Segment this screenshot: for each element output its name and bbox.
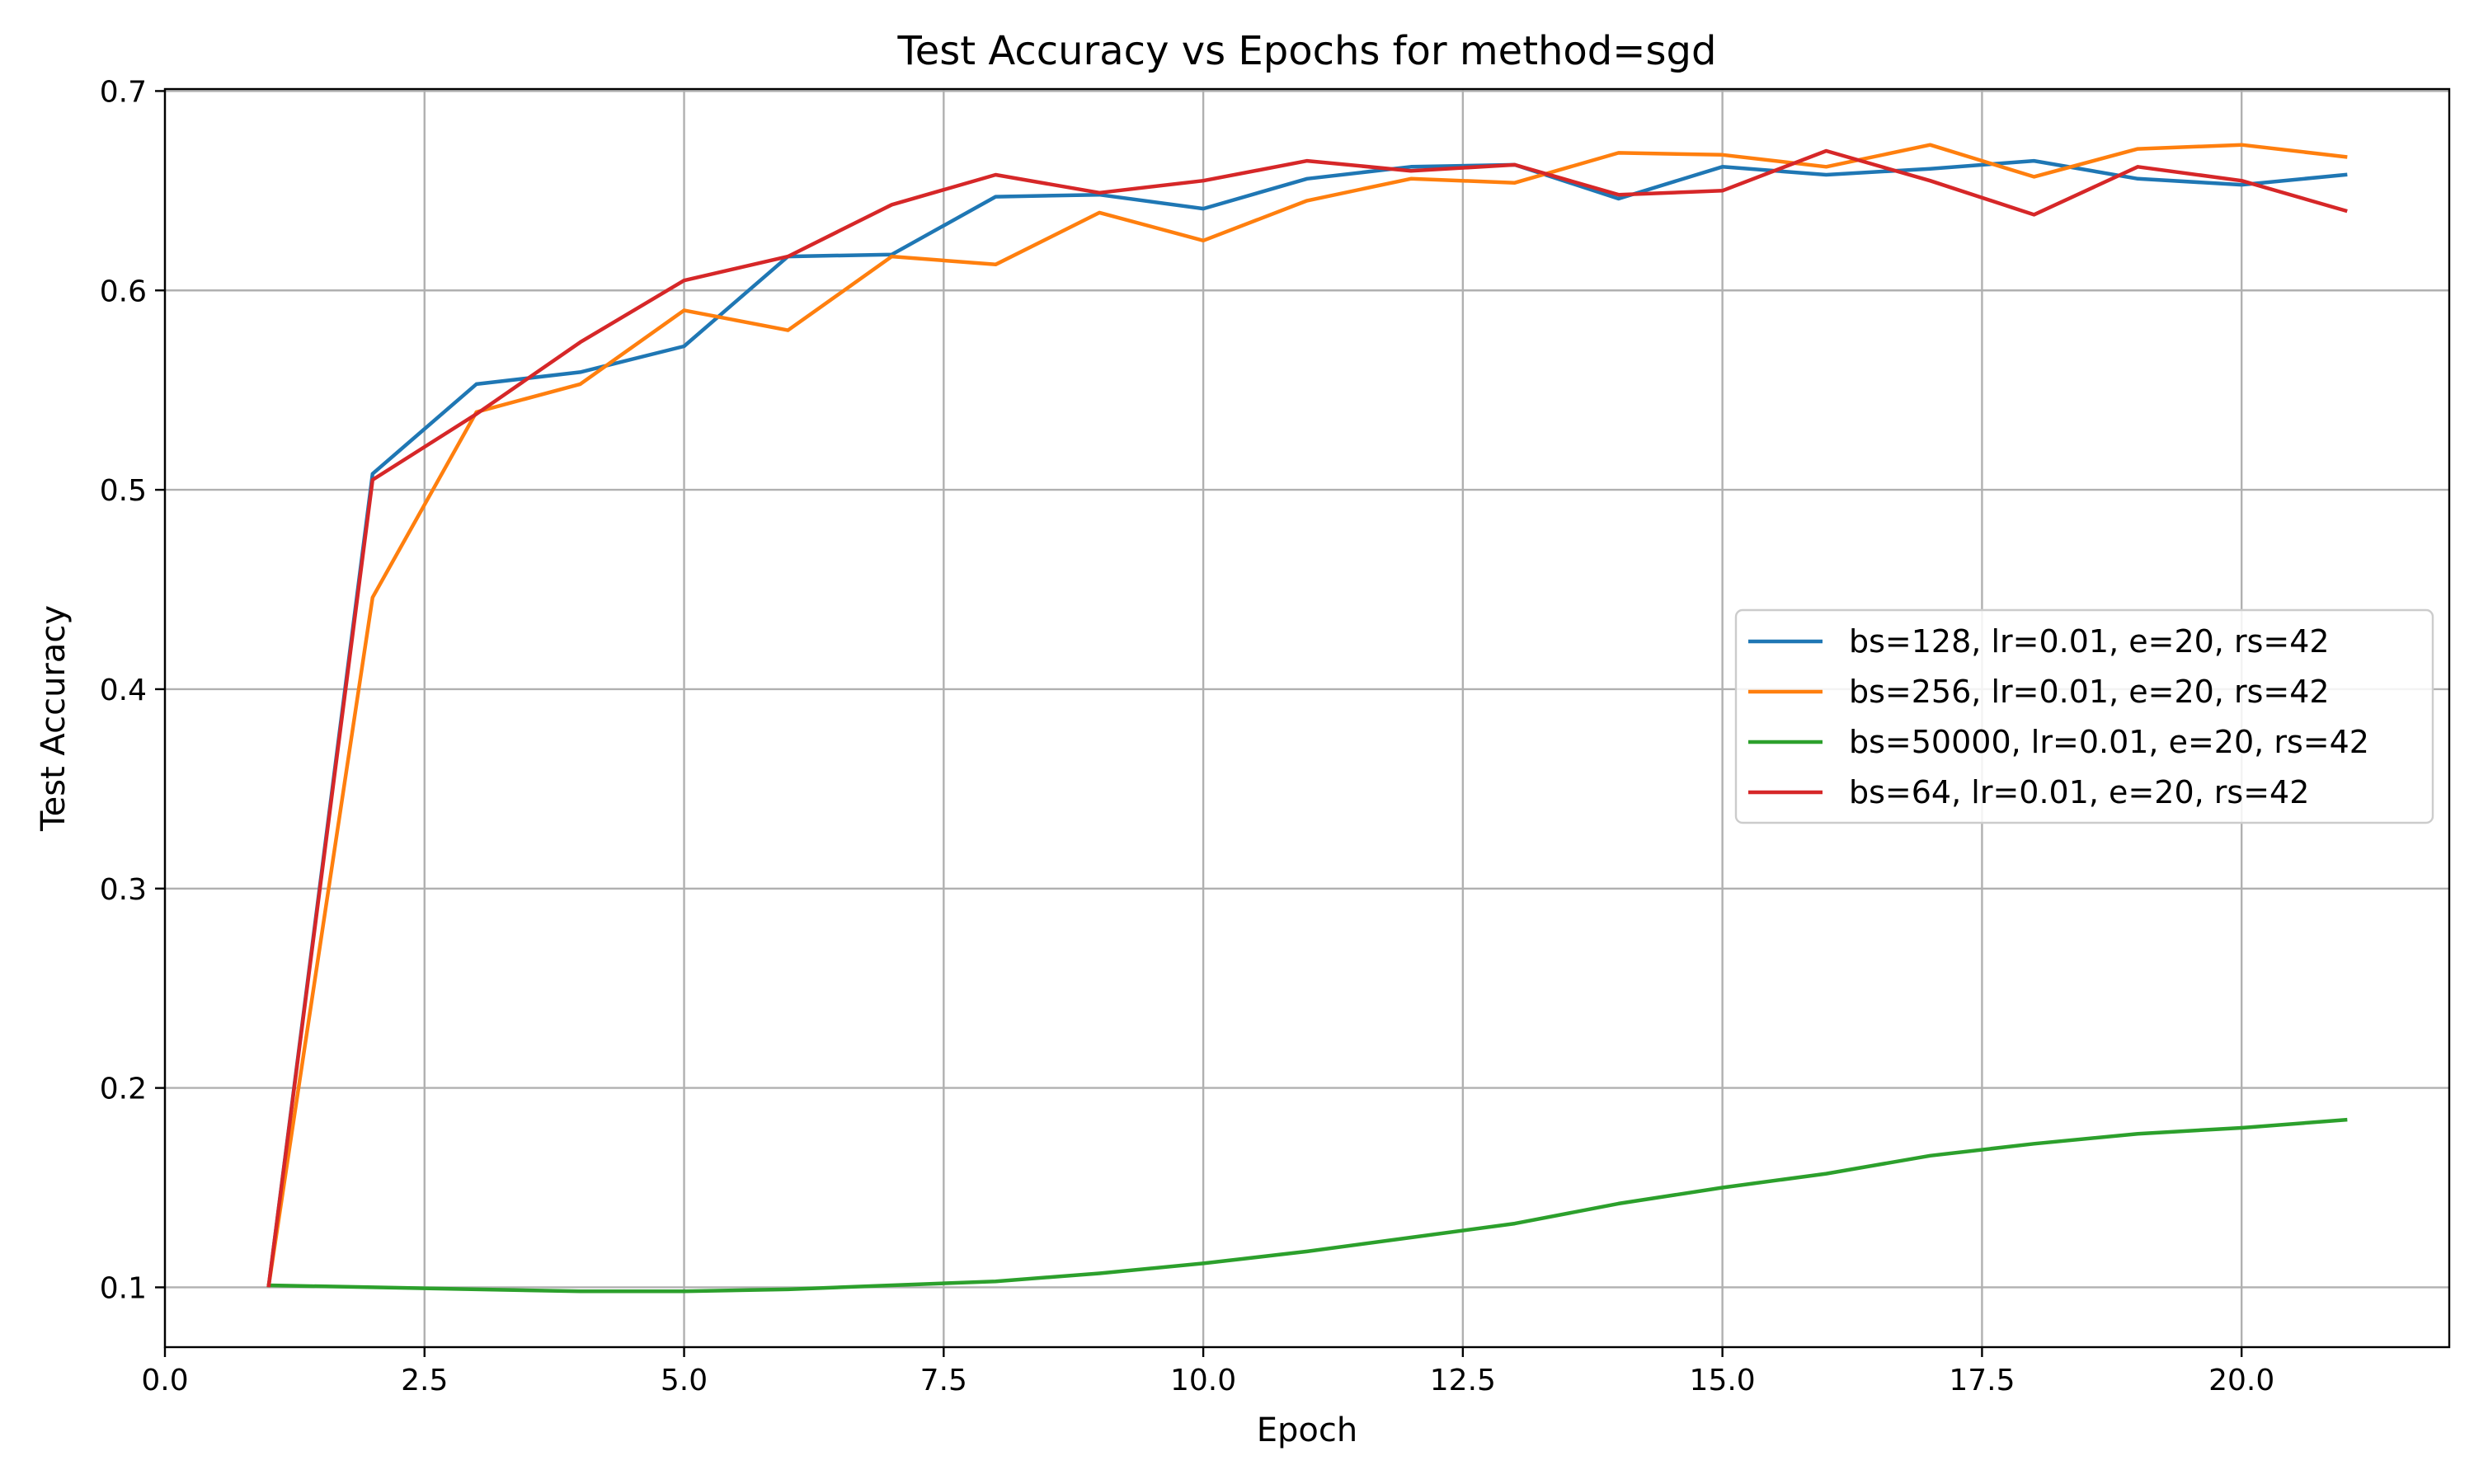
x-axis-ticks: 0.0 2.5 5.0 7.5 10.0 12.5 15.0 17.5 20.0 <box>141 1347 2274 1397</box>
chart-title: Test Accuracy vs Epochs for method=sgd <box>897 28 1717 74</box>
x-axis-label: Epoch <box>1257 1411 1357 1449</box>
x-tick-label: 20.0 <box>2208 1364 2274 1397</box>
x-tick-label: 5.0 <box>661 1364 708 1397</box>
x-tick-label: 15.0 <box>1690 1364 1756 1397</box>
y-tick-label: 0.2 <box>100 1073 147 1106</box>
legend-label-3: bs=50000, lr=0.01, e=20, rs=42 <box>1849 724 2369 760</box>
series-lines <box>266 143 2348 1294</box>
x-tick-label: 7.5 <box>920 1364 967 1397</box>
y-tick-label: 0.6 <box>100 275 147 308</box>
x-tick-label: 12.5 <box>1430 1364 1496 1397</box>
legend: bs=128, lr=0.01, e=20, rs=42 bs=256, lr=0… <box>1734 608 2434 824</box>
x-tick-label: 2.5 <box>401 1364 448 1397</box>
legend-label-1: bs=128, lr=0.01, e=20, rs=42 <box>1849 623 2330 660</box>
plot-frame <box>163 87 2451 1349</box>
y-tick-label: 0.4 <box>100 674 147 707</box>
y-axis-label: Test Accuracy <box>35 605 73 832</box>
x-tick-label: 10.0 <box>1170 1364 1236 1397</box>
y-tick-label: 0.7 <box>100 75 147 109</box>
x-tick-label: 0.0 <box>141 1364 188 1397</box>
legend-label-2: bs=256, lr=0.01, e=20, rs=42 <box>1849 674 2330 710</box>
legend-box <box>1734 608 2434 824</box>
series-line-2 <box>266 143 2348 1288</box>
y-axis-ticks: 0.1 0.2 0.3 0.4 0.5 0.6 0.7 <box>100 75 165 1305</box>
y-tick-label: 0.3 <box>100 873 147 907</box>
series-line-1 <box>266 158 2348 1288</box>
x-tick-label: 17.5 <box>1949 1364 2015 1397</box>
series-line-3 <box>266 1117 2348 1294</box>
series-line-4 <box>266 148 2348 1288</box>
y-tick-label: 0.5 <box>100 474 147 508</box>
y-tick-label: 0.1 <box>100 1271 147 1305</box>
legend-label-4: bs=64, lr=0.01, e=20, rs=42 <box>1849 774 2309 810</box>
